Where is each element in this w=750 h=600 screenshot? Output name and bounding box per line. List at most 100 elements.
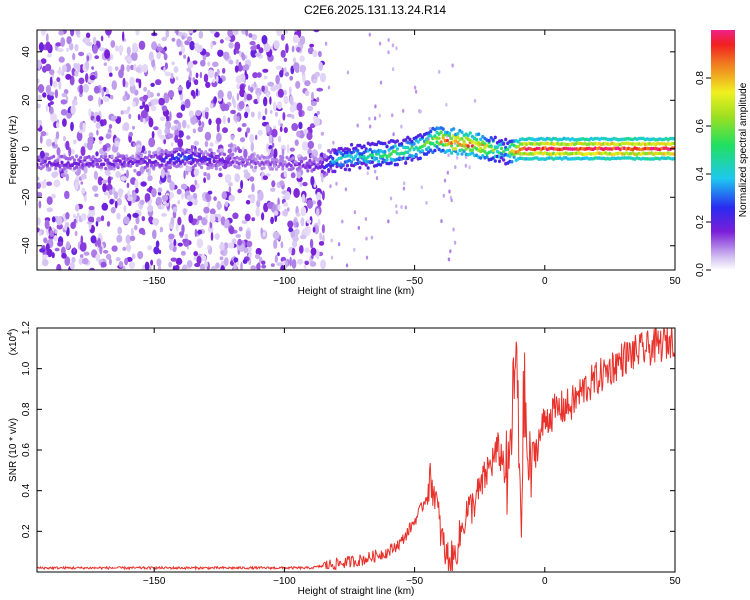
- spectrogram-cell: [157, 191, 162, 196]
- spectrogram-cell: [160, 168, 165, 179]
- spectrogram-cell: [228, 226, 235, 235]
- spectrogram-cell: [182, 238, 187, 243]
- spectrogram-cell: [475, 137, 479, 142]
- spectrogram-cell: [189, 148, 193, 153]
- spectrogram-cell: [95, 115, 101, 122]
- spectrogram-cell: [124, 257, 129, 266]
- spectrogram-cell: [460, 152, 464, 156]
- spectrogram-cell: [274, 254, 278, 263]
- spectrogram-cell: [197, 229, 203, 235]
- spectrogram-cell: [408, 137, 412, 142]
- spectrogram-cell: [141, 216, 146, 222]
- colorbar-gradient: [711, 30, 735, 270]
- spectrogram-cell: [145, 156, 149, 160]
- x-tick-label: −50: [406, 576, 423, 587]
- spectrogram-cell: [95, 122, 101, 129]
- spectrogram-cell: [293, 62, 300, 71]
- spectrogram-cell: [167, 90, 175, 99]
- spectrogram-cell: [47, 94, 51, 99]
- spectrogram-cell: [230, 109, 237, 115]
- spectrogram-cell: [113, 191, 119, 200]
- y-tick-label: 0.2: [21, 524, 32, 538]
- spectrogram-cell: [239, 88, 246, 98]
- spectrogram-cell: [74, 204, 80, 212]
- spectrogram-cell: [131, 154, 135, 159]
- spectrogram-cell: [82, 257, 89, 265]
- spectrogram-cell: [215, 117, 222, 125]
- spectrogram-cell: [271, 142, 275, 148]
- spectrogram-cell: [231, 238, 237, 245]
- spectrogram-cell: [122, 265, 126, 270]
- spectrogram-cell: [214, 31, 220, 38]
- spectrogram-cell: [223, 242, 229, 250]
- spectrogram-cell: [251, 183, 255, 193]
- spectrogram-cell: [228, 42, 234, 49]
- spectrogram-cell: [149, 265, 152, 270]
- spectrogram-cell: [208, 118, 212, 126]
- spectrogram-cell: [192, 60, 198, 65]
- spectrogram-cell: [195, 110, 202, 117]
- spectrogram-cell: [45, 33, 49, 43]
- spectrogram-cell: [347, 148, 352, 152]
- spectrogram-cell: [445, 138, 449, 143]
- spectrogram-cell: [300, 217, 305, 227]
- spectrogram-cell: [71, 100, 78, 106]
- spectrogram-cell: [516, 139, 520, 144]
- spectrogram-cell: [389, 161, 393, 165]
- spectrogram-cell: [456, 135, 460, 140]
- spectrogram-cell: [289, 256, 292, 267]
- spectrogram-cell: [140, 181, 147, 187]
- spectrogram-cell: [333, 169, 337, 174]
- spectrogram-cell: [147, 175, 153, 182]
- spectrogram-cell: [341, 219, 344, 224]
- spectrogram-cell: [410, 139, 414, 144]
- spectrogram-cell: [479, 156, 483, 160]
- spectrogram-cell: [49, 76, 53, 87]
- spectrogram-cell: [287, 220, 294, 229]
- spectrogram-cell: [177, 242, 183, 247]
- x-tick-label: −150: [143, 576, 166, 587]
- spectrogram-cell: [125, 154, 129, 158]
- spectrogram-cell: [235, 75, 243, 84]
- spectrogram-cell: [103, 191, 109, 196]
- spectrogram-cell: [89, 74, 96, 81]
- spectrogram-cell: [237, 238, 243, 246]
- spectrogram-cell: [41, 180, 47, 189]
- spectrogram-cell: [164, 62, 168, 70]
- spectrogram-cell: [420, 149, 424, 153]
- spectrogram-cell: [309, 238, 314, 249]
- spectrogram-cell: [51, 142, 56, 147]
- snr-multiplier: (x104): [7, 329, 19, 356]
- spectrogram-cell: [177, 157, 181, 161]
- spectrogram-cell: [139, 166, 145, 173]
- spectrogram-cell: [147, 204, 154, 213]
- spectrogram-cell: [247, 162, 252, 166]
- spectrogram-cell: [199, 263, 206, 270]
- spectrogram-cell: [177, 138, 184, 148]
- spectrogram-cell: [222, 127, 228, 134]
- spectrogram-cell: [160, 152, 164, 157]
- spectrogram-cell: [116, 234, 123, 243]
- spectrogram-cell: [241, 52, 245, 60]
- spectrogram-cell: [270, 110, 273, 114]
- spectrogram-cell: [98, 96, 101, 107]
- spectrogram-cell: [291, 247, 296, 256]
- spectrogram-cell: [50, 113, 57, 123]
- spectrogram-cell: [374, 104, 377, 109]
- spectrogram-cell: [37, 59, 42, 68]
- spectrogram-cell: [447, 153, 450, 158]
- spectrogram-cell: [96, 216, 102, 222]
- spectrogram-cell: [275, 65, 283, 70]
- spectrogram-cell: [268, 154, 272, 159]
- spectrogram-cell: [45, 104, 49, 112]
- spectrogram-cell: [176, 188, 182, 195]
- spectrogram-cell: [187, 201, 193, 207]
- spectrogram-cell: [485, 155, 489, 159]
- spectrogram-cell: [273, 40, 280, 50]
- spectrogram-cell: [317, 199, 322, 207]
- spectrogram-cell: [483, 150, 487, 154]
- spectrogram-cell: [238, 226, 243, 232]
- spectrogram-cell: [220, 265, 225, 270]
- spectrogram-cell: [135, 216, 140, 225]
- spectrogram-cell: [456, 131, 460, 136]
